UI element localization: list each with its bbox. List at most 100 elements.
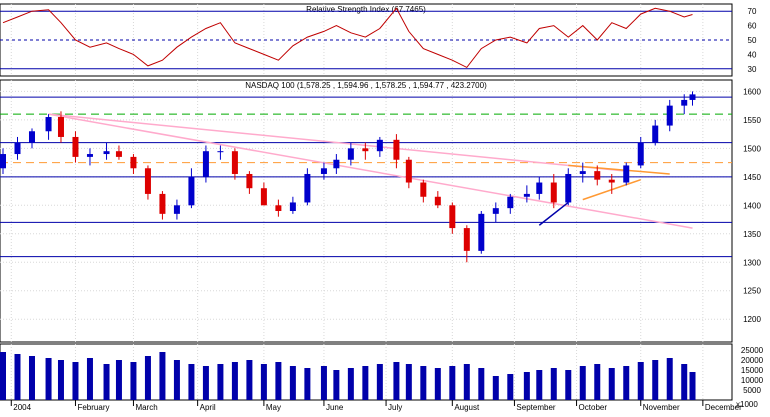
candle-body (492, 208, 499, 214)
volume-bar (188, 364, 195, 400)
candle-body (304, 173, 311, 203)
candle (623, 162, 630, 186)
candle-body (115, 151, 122, 157)
volume-bar (45, 358, 52, 400)
volume-bar (608, 368, 615, 400)
volume-bar (260, 364, 267, 400)
candle-body (405, 159, 412, 183)
x-label: December (705, 403, 742, 412)
volume-bar (333, 370, 340, 400)
volume-tick-label: 10000 (741, 376, 764, 385)
candle-body (507, 196, 514, 209)
candle-body (188, 176, 195, 206)
candle-body (173, 205, 180, 214)
candle (550, 173, 557, 209)
candle (72, 131, 79, 163)
rsi-y-ticks: 30 40 50 60 70 (748, 7, 757, 74)
candle (202, 145, 209, 183)
volume-tick-label: 15000 (741, 366, 764, 375)
candle (275, 199, 282, 217)
price-tick-label: 1250 (743, 287, 761, 296)
volume-bar (393, 362, 400, 400)
candle (405, 156, 412, 189)
candle-body (217, 151, 224, 153)
candle (507, 193, 514, 214)
volume-bar (28, 356, 35, 400)
candle-body (579, 171, 586, 174)
candle (449, 202, 456, 234)
volume-bar (550, 368, 557, 400)
volume-bar (405, 364, 412, 400)
candle (86, 148, 93, 166)
price-horizontal-lines (0, 96, 732, 258)
candle-body (159, 193, 166, 214)
volume-bar (217, 364, 224, 400)
candle (289, 196, 296, 214)
rsi-tick-label: 60 (748, 22, 757, 31)
candle (130, 154, 137, 174)
rsi-tick-label: 30 (748, 65, 757, 74)
volume-bar (144, 356, 151, 400)
rsi-title: Relative Strength Index (67.7465) (306, 5, 426, 14)
candle-body (478, 213, 485, 251)
candle-body (393, 139, 400, 160)
x-label: 2004 (13, 403, 31, 412)
candle (594, 165, 601, 186)
candle (231, 148, 238, 180)
volume-bar (103, 364, 110, 400)
price-candles (0, 91, 696, 263)
volume-bar (159, 352, 166, 400)
x-label: July (388, 403, 402, 412)
rsi-tick-label: 50 (748, 36, 757, 45)
price-panel: NASDAQ 100 (1,578.25 , 1,594.96 , 1,578.… (0, 79, 761, 343)
volume-bar (347, 368, 354, 400)
candle-body (260, 188, 267, 206)
rsi-tick-label: 40 (748, 50, 757, 59)
candle (362, 142, 369, 160)
candle (246, 171, 253, 194)
candle (637, 136, 644, 169)
candle-body (434, 196, 441, 206)
rsi-grid (0, 4, 732, 76)
candle-body (623, 165, 630, 183)
x-label: February (77, 403, 109, 412)
price-tick-label: 1350 (743, 230, 761, 239)
candle-body (0, 154, 6, 169)
candle (463, 225, 470, 263)
volume-bar (536, 370, 543, 400)
candle (536, 176, 543, 200)
candle-body (449, 205, 456, 229)
candle-body (14, 142, 21, 155)
volume-bar (652, 360, 659, 400)
volume-bar (86, 358, 93, 400)
candle-body (57, 117, 64, 137)
candle (0, 148, 6, 174)
candle-body (130, 156, 137, 169)
candle-body (333, 159, 340, 169)
rsi-panel: Relative Strength Index (67.7465) 30 40 50… (0, 3, 757, 77)
candle-body (72, 136, 79, 157)
candle-body (666, 105, 673, 126)
candle-body (550, 182, 557, 203)
volume-bar (275, 362, 282, 400)
rsi-line (2, 7, 693, 69)
price-tick-label: 1500 (743, 144, 761, 153)
candle (689, 91, 696, 106)
candle (159, 191, 166, 220)
candle (565, 168, 572, 206)
volume-bar (376, 364, 383, 400)
price-tick-label: 1450 (743, 173, 761, 182)
volume-bar (434, 368, 441, 400)
volume-bar (507, 374, 514, 400)
volume-bar (449, 366, 456, 400)
price-tick-label: 1550 (743, 116, 761, 125)
price-title: NASDAQ 100 (1,578.25 , 1,594.96 , 1,578.… (245, 81, 487, 90)
candle (523, 185, 530, 203)
volume-bar (623, 366, 630, 400)
candle-body (246, 173, 253, 189)
trendline (568, 164, 670, 175)
candle (666, 99, 673, 132)
volume-bar (594, 364, 601, 400)
